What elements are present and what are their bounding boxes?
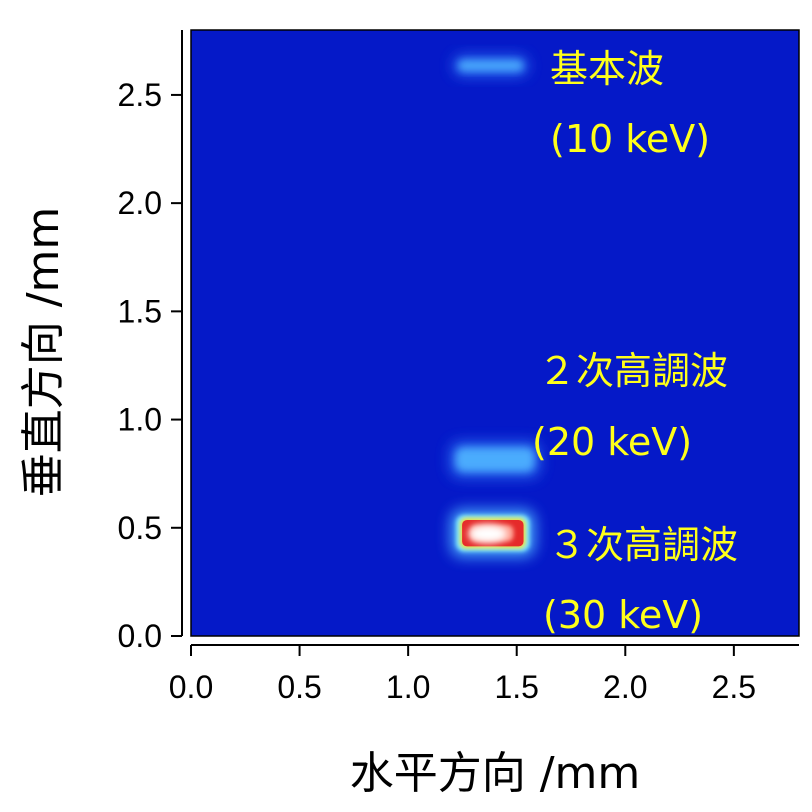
x-tick-label: 1.5 — [494, 669, 538, 705]
y-tick-label: 0.0 — [118, 618, 162, 654]
annotation-third-harmonic-energy: (30 keV) — [543, 593, 703, 637]
annotation-second-harmonic-label: ２次高調波 — [538, 349, 728, 393]
intensity-spots — [449, 55, 541, 558]
x-tick-label: 2.5 — [712, 669, 756, 705]
annotation-second-harmonic-energy: (20 keV) — [532, 420, 692, 464]
x-axis-title: 水平方向 /mm — [350, 748, 641, 799]
spot-fundamental — [453, 55, 529, 77]
x-tick-label: 0.0 — [169, 669, 213, 705]
x-tick-label: 1.0 — [386, 669, 430, 705]
axis-ticks: 0.0 0.5 1.0 1.5 2.0 2.5 0.0 0.5 1.0 1.5 2.0 2.5 — [118, 77, 757, 705]
plot-frame — [190, 29, 800, 637]
x-tick-label: 2.0 — [603, 669, 647, 705]
y-tick-label: 0.5 — [118, 510, 162, 546]
annotation-fundamental-label: 基本波 — [550, 47, 664, 91]
spot-third-harmonic — [450, 508, 536, 558]
y-tick-label: 1.0 — [118, 402, 162, 438]
y-tick-label: 2.0 — [118, 185, 162, 221]
annotation-fundamental-energy: (10 keV) — [550, 117, 710, 161]
y-tick-label: 1.5 — [118, 293, 162, 329]
annotation-third-harmonic-label: ３次高調波 — [548, 523, 738, 567]
y-tick-label: 2.5 — [118, 77, 162, 113]
spot-second-harmonic — [449, 441, 541, 478]
x-tick-label: 0.5 — [277, 669, 321, 705]
y-axis-title: 垂直方向 /mm — [18, 207, 69, 498]
